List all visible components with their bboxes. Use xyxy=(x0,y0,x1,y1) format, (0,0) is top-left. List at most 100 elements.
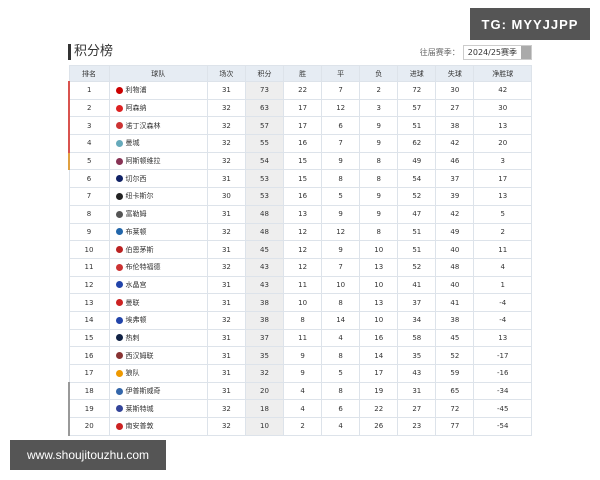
cell: 53 xyxy=(244,187,285,206)
team-name: 埃弗顿 xyxy=(108,310,208,330)
team-text: 阿斯顿维拉 xyxy=(125,157,161,166)
team-logo xyxy=(115,316,123,324)
cell: 12 xyxy=(283,257,323,277)
team-name: 曼联 xyxy=(108,293,208,312)
table-row: 4 曼城 32 55 16 7 9 62 42 20 xyxy=(67,134,532,153)
table-row: 12 水晶宫 31 43 11 10 10 41 40 1 xyxy=(68,275,532,295)
cell: 9 xyxy=(359,204,399,224)
cell: 4 xyxy=(283,399,323,419)
cell: 18 xyxy=(244,399,285,419)
cell: 39 xyxy=(435,187,475,206)
cell: 17 xyxy=(283,116,323,136)
team-text: 莱斯特城 xyxy=(125,404,154,413)
cell: 32 xyxy=(206,222,246,242)
cell: 38 xyxy=(244,293,285,312)
cell: 54 xyxy=(397,169,437,189)
team-text: 利物浦 xyxy=(125,86,147,95)
cell: 35 xyxy=(244,346,285,365)
cell: 30 xyxy=(473,98,532,118)
cell: 16 xyxy=(359,328,399,348)
cell: 42 xyxy=(435,204,475,224)
cell: 32 xyxy=(206,310,246,330)
cell: 3 xyxy=(67,116,110,136)
cell: 12 xyxy=(68,275,110,295)
team-name: 热刺 xyxy=(108,328,208,348)
cell: 12 xyxy=(321,222,361,242)
cell: 31 xyxy=(397,381,437,401)
cell: 57 xyxy=(397,98,437,118)
cell: 13 xyxy=(283,204,323,224)
table-row: 18 伊普斯威奇 31 20 4 8 19 31 65 -34 xyxy=(67,381,532,401)
cell: 5 xyxy=(321,187,361,206)
cell: 14 xyxy=(68,310,110,330)
team-name: 伯恩茅斯 xyxy=(108,240,208,259)
column-header: 胜 xyxy=(283,65,323,82)
table-row: 11 布伦特福德 32 43 12 7 13 52 48 4 xyxy=(68,257,532,277)
table-row: 10 伯恩茅斯 31 45 12 9 10 51 40 11 xyxy=(68,240,532,259)
team-logo xyxy=(115,104,123,112)
cell: 9 xyxy=(359,134,399,153)
cell: 8 xyxy=(321,381,361,401)
cell: 48 xyxy=(244,222,285,242)
cell: 20 xyxy=(473,134,532,153)
team-logo xyxy=(115,86,123,94)
cell: 31 xyxy=(206,364,246,383)
cell: 8 xyxy=(359,169,399,189)
column-header: 积分 xyxy=(244,65,285,82)
cell: 7 xyxy=(321,257,361,277)
cell: 31 xyxy=(206,81,246,100)
cell: 5 xyxy=(473,204,532,224)
table-row: 17 狼队 31 32 9 5 17 43 59 -16 xyxy=(68,364,532,383)
cell: 9 xyxy=(359,187,399,206)
cell: 19 xyxy=(359,381,399,401)
cell: 16 xyxy=(283,187,323,206)
cell: 38 xyxy=(244,310,285,330)
cell: 31 xyxy=(206,204,246,224)
cell: 27 xyxy=(435,98,475,118)
team-text: 曼城 xyxy=(125,139,140,148)
cell: 31 xyxy=(206,328,246,348)
cell: 2 xyxy=(67,98,110,118)
cell: 53 xyxy=(244,169,285,189)
cell: 48 xyxy=(244,204,285,224)
table-row: 5 阿斯顿维拉 32 54 15 9 8 49 46 3 xyxy=(67,151,532,171)
cell: 10 xyxy=(68,240,110,259)
cell: 20 xyxy=(244,381,285,401)
cell: 4 xyxy=(283,381,323,401)
cell: 9 xyxy=(321,240,361,259)
cell: 51 xyxy=(397,116,437,136)
cell: 10 xyxy=(359,310,399,330)
season-select[interactable]: 2024/25赛季 xyxy=(462,45,532,60)
cell: 9 xyxy=(68,222,110,242)
header: 积分榜 往届赛季： 2024/25赛季 xyxy=(68,44,532,62)
cell: 13 xyxy=(68,293,110,312)
cell: 58 xyxy=(397,328,437,348)
cell: -4 xyxy=(473,310,532,330)
team-logo xyxy=(115,263,123,271)
cell: 12 xyxy=(283,240,323,259)
cell: 22 xyxy=(283,81,323,100)
cell: 32 xyxy=(206,116,246,136)
cell: 40 xyxy=(435,240,475,259)
team-text: 狼队 xyxy=(125,369,140,378)
team-text: 布伦特福德 xyxy=(125,263,161,272)
team-name: 阿森纳 xyxy=(108,98,208,118)
season-picker: 往届赛季： 2024/25赛季 xyxy=(420,45,532,60)
cell: 2 xyxy=(359,81,399,100)
footer: www.shoujitouzhu.com xyxy=(10,440,166,470)
cell: 35 xyxy=(397,346,437,365)
cell: 9 xyxy=(283,346,323,365)
column-header: 净胜球 xyxy=(473,65,532,82)
column-header: 球队 xyxy=(108,65,208,82)
cell: 46 xyxy=(435,151,475,171)
cell: 77 xyxy=(435,417,475,436)
cell: 59 xyxy=(435,364,475,383)
cell: 52 xyxy=(397,257,437,277)
cell: 10 xyxy=(244,417,285,436)
cell: 13 xyxy=(359,257,399,277)
team-text: 阿森纳 xyxy=(125,104,147,113)
cell: -45 xyxy=(473,399,532,419)
cell: 19 xyxy=(67,399,110,419)
cell: 14 xyxy=(321,310,361,330)
cell: 31 xyxy=(206,346,246,365)
